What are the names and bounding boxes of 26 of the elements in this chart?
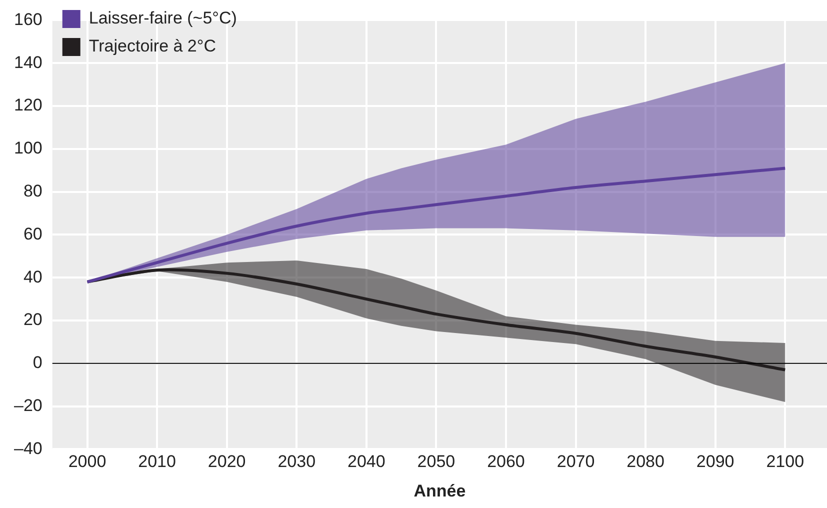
x-tick-label: 2090 (696, 452, 734, 472)
y-tick-label: –40 (14, 438, 42, 458)
x-tick-label: 2000 (68, 452, 106, 472)
x-tick-label: 2020 (208, 452, 246, 472)
y-tick-label: 0 (32, 353, 42, 372)
y-tick-label: 140 (14, 52, 42, 72)
y-tick-label: 100 (14, 138, 42, 158)
x-tick-label: 2040 (347, 452, 386, 472)
y-tick-label: –20 (14, 396, 42, 415)
y-tick-label: 20 (23, 310, 42, 330)
y-tick-label: 60 (23, 224, 42, 244)
y-tick-label: 160 (14, 10, 42, 29)
x-tick-label: 2060 (487, 452, 525, 472)
line-series (86, 166, 787, 284)
x-tick-label: 2050 (417, 452, 456, 472)
y-tick-label: 40 (23, 267, 42, 286)
y-tick-label: 80 (23, 181, 42, 200)
x-axis-title: Année (414, 481, 466, 500)
legend-label: Trajectoire à 2°C (88, 36, 216, 56)
x-tick-label: 2100 (766, 452, 804, 472)
legend-label: Laisser-faire (~5°C) (88, 8, 237, 28)
y-tick-label: 120 (14, 96, 42, 115)
x-tick-label: 2080 (626, 452, 664, 472)
x-tick-label: 2070 (556, 452, 595, 472)
x-tick-label: 2030 (278, 452, 316, 472)
x-tick-label: 2010 (138, 452, 176, 472)
